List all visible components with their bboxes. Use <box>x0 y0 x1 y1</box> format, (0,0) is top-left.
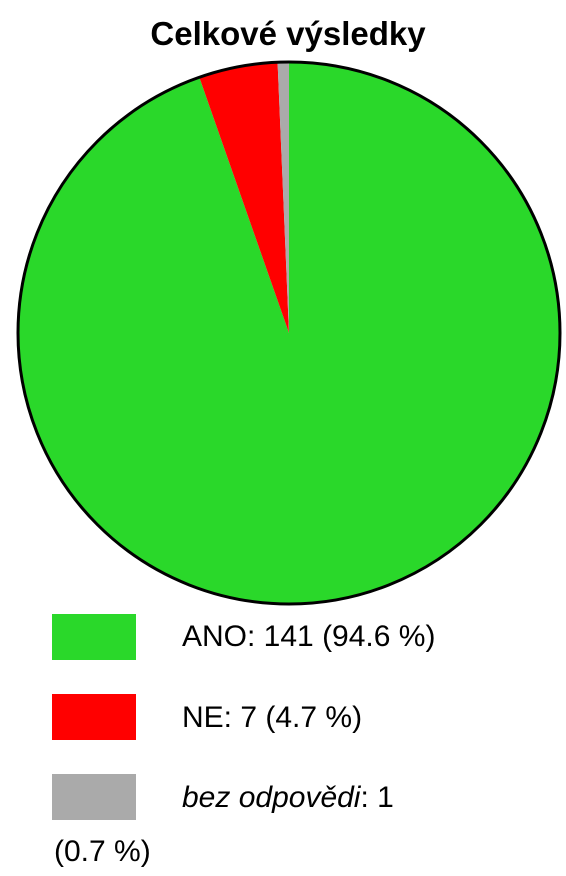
legend-label-bez-odpovedi-count: : 1 <box>360 781 394 814</box>
pie-chart <box>16 60 562 606</box>
legend-label-bez-odpovedi-name: bez odpovědi <box>182 781 361 814</box>
legend-label-ne: NE: 7 (4.7 %) <box>182 701 363 734</box>
pie-slice-ne <box>199 62 289 334</box>
legend-label-bez-odpovedi: bez odpovědi: 1 <box>182 778 394 818</box>
legend-label-ano: ANO: 141 (94.6 %) <box>182 620 436 653</box>
legend-swatch-ano <box>52 614 136 660</box>
pie-slice-bez-odpovedi <box>277 62 289 333</box>
pie-outline <box>16 60 562 606</box>
legend-swatch-ne <box>52 694 136 740</box>
legend-label-bez-odpovedi-percent: (0.7 %) <box>54 835 151 868</box>
legend-swatch-bez-odpovedi <box>52 774 136 820</box>
chart-title: Celkové výsledky <box>150 15 426 52</box>
